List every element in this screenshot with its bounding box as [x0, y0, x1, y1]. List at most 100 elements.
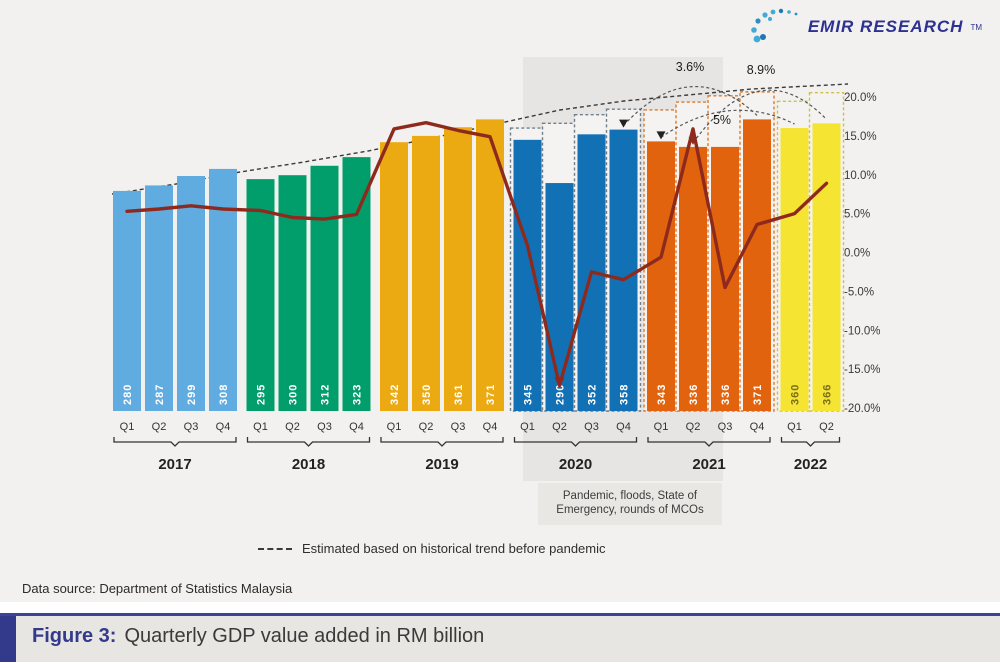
estimate-box-2021-q2 [675, 101, 711, 412]
bar-value-label: 361 [453, 384, 465, 405]
bar-2021-q4 [743, 119, 771, 412]
figure-title: Quarterly GDP value added in RM billion [124, 625, 485, 647]
right-axis-tick: 0.0% [844, 248, 870, 260]
bar-value-label: 336 [720, 384, 732, 405]
quarter-label: Q1 [253, 421, 268, 433]
trough-arrow-icon [554, 377, 565, 388]
data-source-note: Data source: Department of Statistics Ma… [22, 581, 293, 596]
quarter-label: Q3 [317, 421, 332, 433]
quarter-label: Q2 [686, 421, 701, 433]
estimate-box-2020-q2 [541, 122, 578, 412]
year-bracket [513, 437, 638, 447]
bar-2022-q2 [812, 123, 841, 411]
bar-value-label: 366 [822, 384, 834, 405]
spacer-bottom [0, 662, 1000, 670]
annotation-label: 3.6% [676, 60, 705, 74]
year-bracket [647, 437, 771, 447]
quarter-label: Q2 [419, 421, 434, 433]
right-axis-tick: 20.0% [844, 92, 877, 104]
annotation-label: 5% [713, 113, 731, 127]
quarter-label: Q2 [285, 421, 300, 433]
bar-value-label: 342 [389, 384, 401, 405]
annotation-label: 8.9% [747, 63, 776, 77]
bar-2018-q4 [342, 157, 371, 411]
quarter-label: Q4 [483, 421, 498, 433]
figure-number: Figure 3: [32, 625, 117, 647]
growth-line [125, 121, 829, 388]
bar-value-label: 299 [186, 384, 198, 405]
bar-2019-q2 [412, 135, 440, 411]
right-axis-tick: 15.0% [844, 131, 877, 143]
year-bracket [780, 437, 841, 447]
right-axis-tick: 5.0% [844, 209, 870, 221]
bar-value-label: 343 [656, 384, 668, 405]
estimate-box-2022-q1 [776, 100, 813, 412]
bar-value-label: 308 [218, 384, 230, 405]
right-axis-tick: 10.0% [844, 170, 877, 182]
bar-value-label: 323 [352, 384, 364, 405]
spacer [0, 602, 1000, 613]
right-axis-tick: -15.0% [844, 364, 880, 376]
quarter-label: Q3 [718, 421, 733, 433]
caption-accent-block [0, 616, 16, 662]
bar-2021-q1 [647, 141, 675, 412]
year-label-2019: 2019 [425, 456, 458, 473]
quarter-label: Q2 [552, 421, 567, 433]
bar-2020-q1 [513, 139, 542, 411]
quarter-label: Q4 [616, 421, 631, 433]
pandemic-label-box [538, 483, 722, 525]
quarter-label: Q1 [120, 421, 135, 433]
bar-2018-q2 [278, 175, 307, 411]
pandemic-label-line1: Pandemic, floods, State of [563, 490, 698, 502]
year-label-2021: 2021 [692, 456, 725, 473]
right-axis-tick: -5.0% [844, 286, 874, 298]
right-axis-tick: -10.0% [844, 325, 880, 337]
figure-caption-bar: Figure 3: Quarterly GDP value added in RM… [0, 613, 1000, 662]
bar-2017-q4 [209, 168, 237, 411]
year-label-2017: 2017 [158, 456, 191, 473]
annotation-arc [623, 86, 758, 127]
annotation-arrowhead [656, 131, 666, 140]
bar-value-label: 350 [421, 384, 433, 405]
bar-2022-q1 [780, 128, 809, 412]
bar-value-label: 358 [619, 384, 631, 405]
quarter-label: Q4 [349, 421, 364, 433]
quarter-label: Q2 [152, 421, 167, 433]
bar-2018-q3 [310, 165, 339, 411]
trend-legend: Estimated based on historical trend befo… [258, 541, 606, 556]
bar-value-label: 352 [587, 384, 599, 405]
quarter-label: Q4 [216, 421, 231, 433]
bar-value-label: 312 [320, 384, 332, 405]
year-label-2020: 2020 [559, 456, 592, 473]
quarter-label: Q1 [387, 421, 402, 433]
bar-2017-q2 [145, 185, 173, 411]
bar-value-label: 371 [752, 384, 764, 405]
bar-2017-q3 [177, 175, 205, 411]
pandemic-label-line2: Emergency, rounds of MCOs [556, 504, 704, 516]
logo-wordmark: EMIR RESEARCH [807, 17, 964, 36]
bar-value-label: 371 [485, 384, 497, 405]
dashed-line-swatch [258, 547, 292, 550]
bar-2020-q4 [609, 129, 638, 411]
year-bracket [246, 437, 371, 447]
logo-dots-icon [751, 8, 798, 43]
right-axis-tick: -20.0% [844, 403, 880, 415]
bar-value-label: 287 [154, 384, 166, 405]
quarter-label: Q3 [584, 421, 599, 433]
bar-value-label: 336 [688, 384, 700, 405]
quarter-label: Q1 [654, 421, 669, 433]
quarter-label: Q3 [184, 421, 199, 433]
bar-value-label: 295 [256, 384, 268, 405]
annotation-arc [692, 89, 827, 144]
bar-2020-q2 [545, 183, 574, 411]
year-label-2018: 2018 [292, 456, 325, 473]
gdp-chart: Pandemic, floods, State of Emergency, rou… [111, 57, 880, 525]
quarter-label: Q2 [819, 421, 834, 433]
bar-value-label: 280 [122, 384, 134, 405]
bar-2019-q3 [444, 127, 472, 411]
bar-value-label: 300 [288, 384, 300, 405]
year-bracket [113, 437, 237, 447]
emir-research-logo: EMIR RESEARCH TM [750, 8, 982, 46]
annotation-arc [660, 109, 795, 138]
